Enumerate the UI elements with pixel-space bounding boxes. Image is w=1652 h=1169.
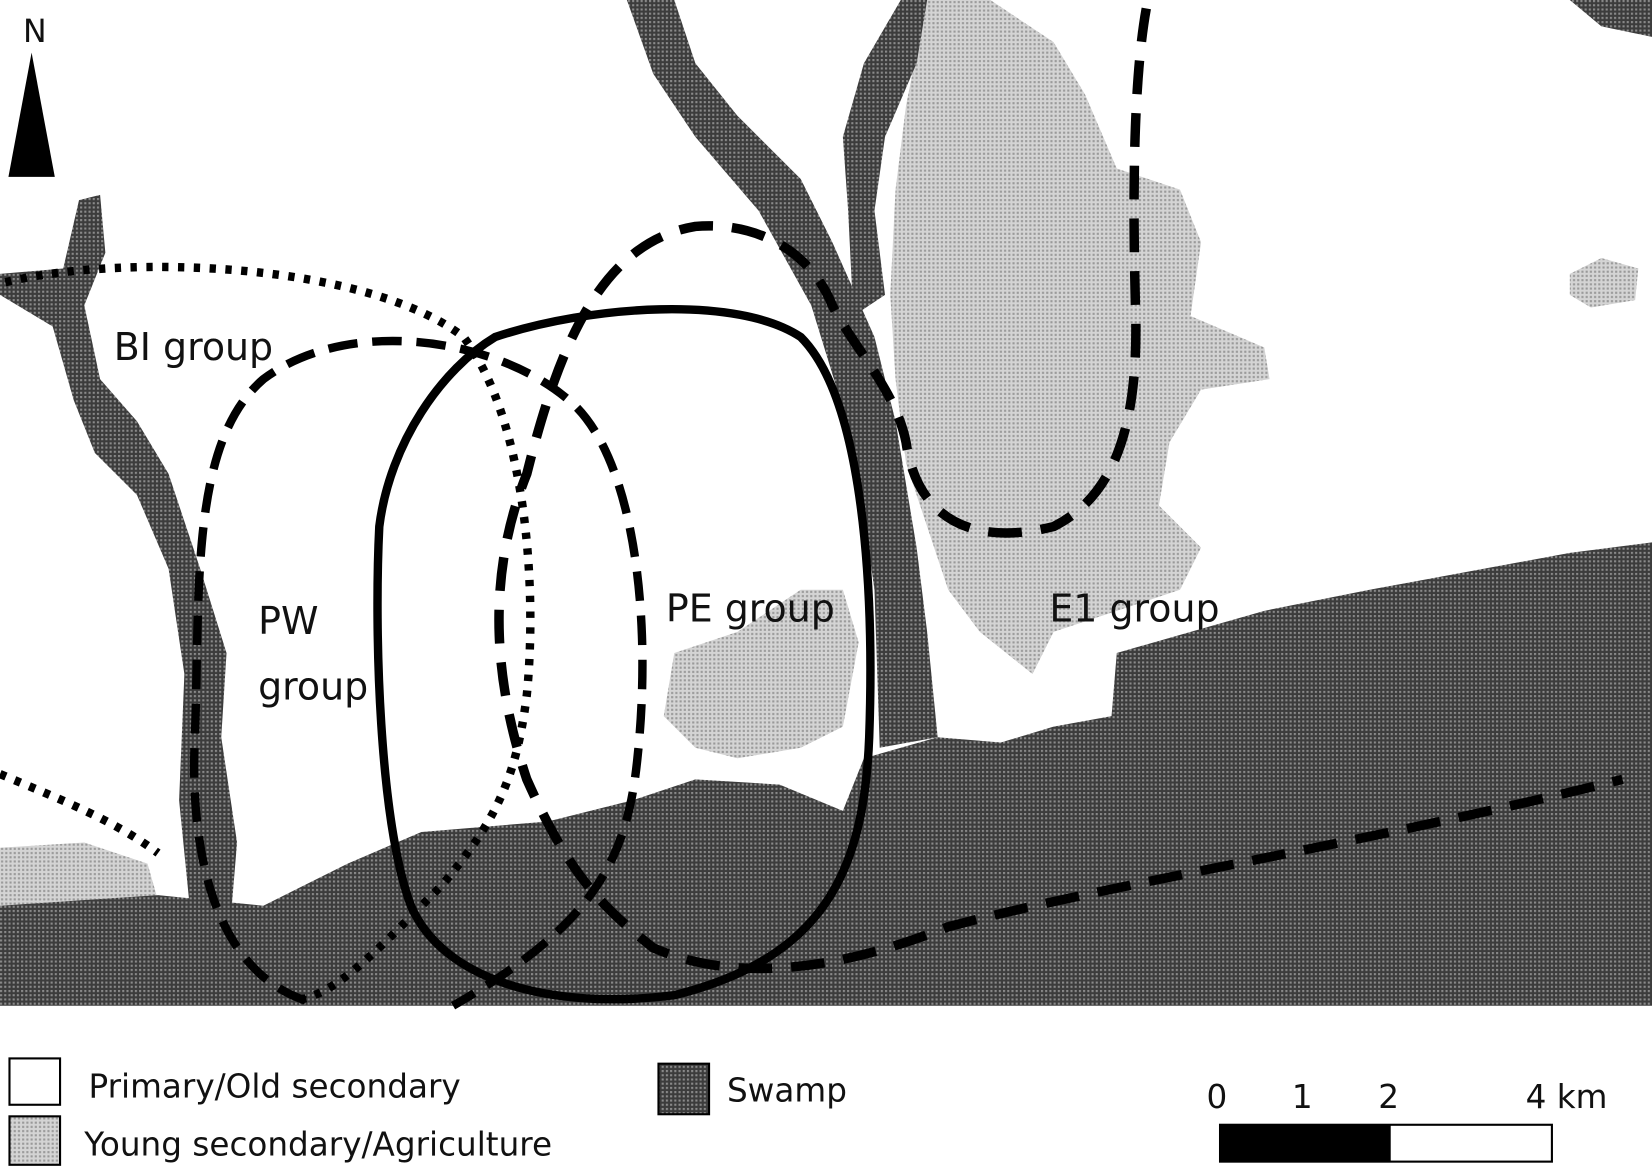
north-arrow (8, 52, 55, 177)
pw-range (189, 336, 647, 1010)
group-label: BI group (114, 325, 273, 369)
scale-label: 0 (1206, 1078, 1227, 1116)
legend-label: Primary/Old secondary (89, 1067, 461, 1105)
scale-label: 1 (1292, 1078, 1313, 1116)
e1-range (494, 7, 1624, 974)
legend-label: Young secondary/Agriculture (83, 1125, 552, 1163)
scale-bar-filled (1220, 1124, 1391, 1162)
group-label: PW (258, 599, 318, 643)
group-label: E1 group (1049, 586, 1219, 630)
legend-label: Swamp (727, 1072, 847, 1110)
scale-label: 2 (1378, 1078, 1399, 1116)
group-label: group (258, 664, 368, 708)
scale-label: 4 km (1526, 1078, 1608, 1116)
pe-range (373, 305, 875, 1004)
north-label: N (23, 14, 47, 50)
bi-range-west (0, 770, 161, 857)
legend-swatch (657, 1062, 711, 1116)
group-label: PE group (666, 586, 835, 630)
legend-swatch (8, 1115, 62, 1166)
legend-swatch (8, 1057, 62, 1106)
